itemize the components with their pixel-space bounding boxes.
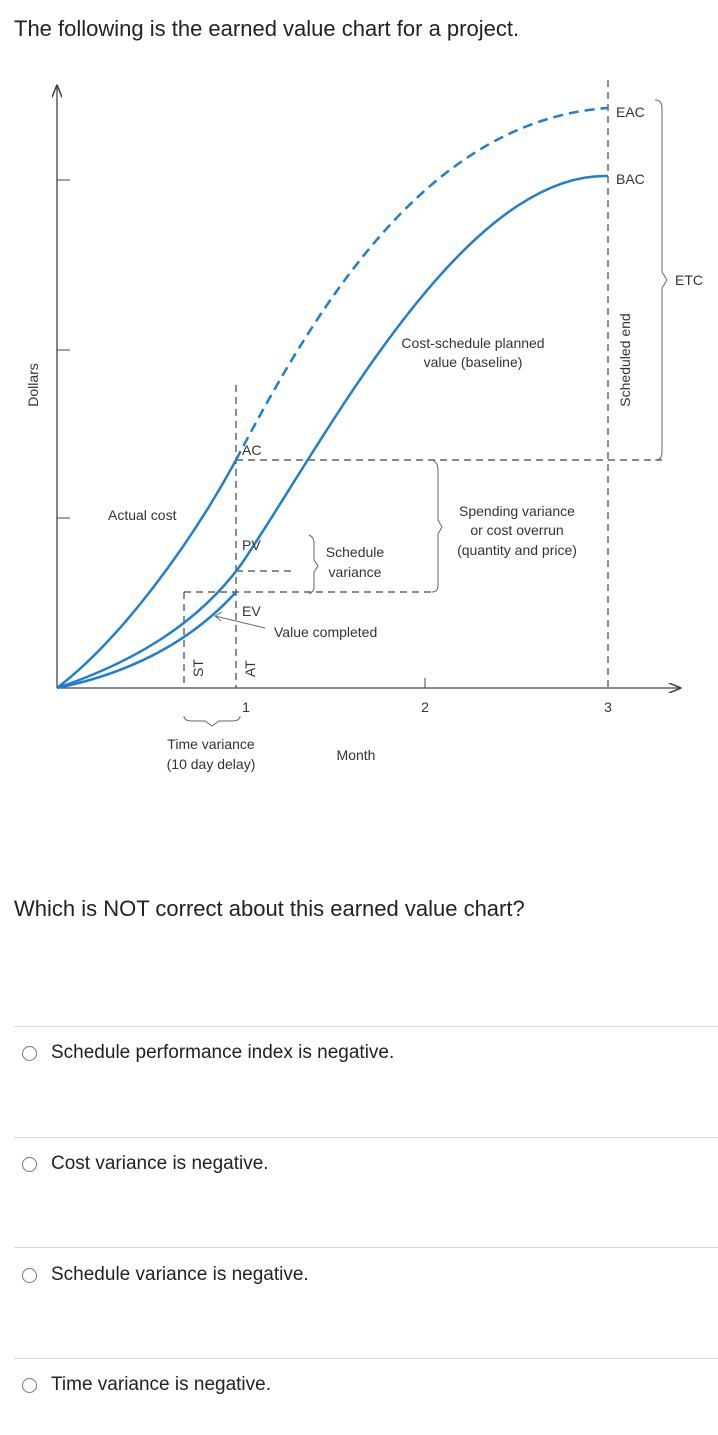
- divider: [14, 1358, 718, 1359]
- schedule-variance-label: variance: [329, 564, 382, 580]
- divider: [14, 1137, 718, 1138]
- spending-variance-label: Spending variance: [459, 503, 575, 519]
- radio-button[interactable]: [22, 1377, 37, 1393]
- schedule-variance-label: Schedule: [326, 544, 385, 560]
- x-tick-label: 3: [604, 699, 612, 715]
- option-label: Time variance is negative.: [51, 1374, 272, 1395]
- x-tick-label: 2: [421, 699, 429, 715]
- time-variance-label: Time variance: [167, 736, 255, 752]
- eac-forecast-curve: [234, 106, 609, 461]
- planned-value-curve: [56, 174, 609, 690]
- option-label: Schedule performance index is negative.: [51, 1042, 395, 1063]
- divider: [14, 1247, 718, 1248]
- actual-cost-label: Actual cost: [108, 507, 177, 523]
- at-label: AT: [242, 660, 258, 677]
- actual-cost-curve: [56, 459, 238, 689]
- value-completed-arrow: [214, 611, 266, 629]
- earned-value-diagram: 1 2 3 Dollars Month EAC BAC ETC Schedule…: [25, 80, 703, 772]
- etc-bracket: [654, 99, 668, 461]
- scheduled-end-label: Scheduled end: [617, 313, 633, 406]
- earned-value-curve: [56, 591, 237, 690]
- question-text: Which is NOT correct about this earned v…: [14, 896, 525, 921]
- pv-label: PV: [242, 537, 261, 553]
- schedule-variance-bracket: [308, 534, 319, 595]
- radio-button[interactable]: [22, 1045, 37, 1061]
- bac-label: BAC: [616, 171, 645, 187]
- spending-variance-bracket: [431, 459, 443, 593]
- radio-button[interactable]: [22, 1156, 37, 1172]
- ac-label: AC: [242, 442, 261, 458]
- etc-label: ETC: [675, 272, 703, 288]
- eac-label: EAC: [616, 104, 645, 120]
- divider: [14, 1026, 718, 1027]
- answer-option[interactable]: Schedule performance index is negative.: [22, 1042, 394, 1064]
- radio-button[interactable]: [22, 1267, 37, 1283]
- baseline-label: value (baseline): [424, 354, 523, 370]
- x-axis-label: Month: [337, 747, 376, 763]
- answer-option[interactable]: Cost variance is negative.: [22, 1153, 269, 1175]
- intro-text: The following is the earned value chart …: [14, 16, 520, 41]
- answer-option[interactable]: Time variance is negative.: [22, 1374, 271, 1396]
- spending-variance-label: (quantity and price): [457, 542, 577, 558]
- option-label: Schedule variance is negative.: [51, 1264, 309, 1285]
- st-label: ST: [190, 659, 206, 677]
- time-variance-label: (10 day delay): [167, 756, 256, 772]
- value-completed-label: Value completed: [274, 624, 377, 640]
- baseline-label: Cost-schedule planned: [401, 335, 544, 351]
- y-axis-label: Dollars: [25, 363, 41, 407]
- time-variance-bracket: [183, 715, 241, 727]
- ev-label: EV: [242, 603, 261, 619]
- spending-variance-label: or cost overrun: [470, 522, 563, 538]
- answer-option[interactable]: Schedule variance is negative.: [22, 1264, 309, 1286]
- x-tick-label: 1: [242, 699, 250, 715]
- option-label: Cost variance is negative.: [51, 1153, 269, 1174]
